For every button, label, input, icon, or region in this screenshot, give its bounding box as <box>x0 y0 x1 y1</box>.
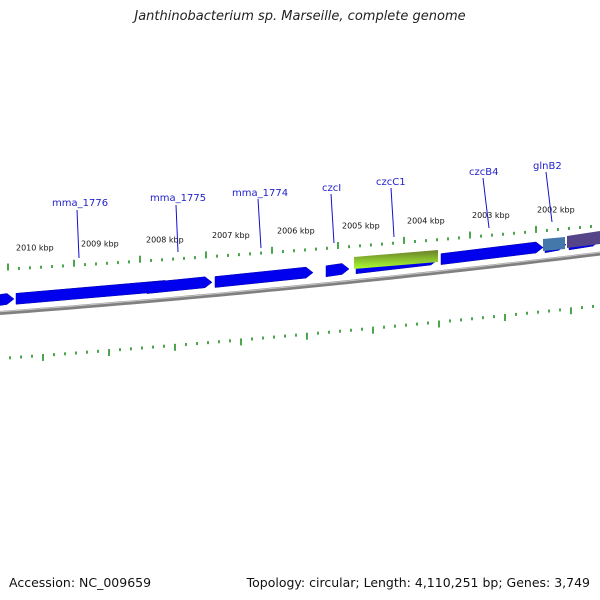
feature-track <box>0 231 600 306</box>
cds-arrow <box>214 266 314 288</box>
cds-arrow <box>325 263 350 278</box>
gene-label: czcB4 <box>469 167 498 178</box>
kbp-label: 2009 kbp <box>81 239 119 248</box>
cds-arrow <box>0 293 15 306</box>
kbp-label: 2005 kbp <box>342 222 380 231</box>
gene-leader-line <box>76 209 80 259</box>
gene-leader-line <box>390 187 395 238</box>
gene-label: czcC1 <box>376 177 406 188</box>
backbone-line <box>0 251 600 315</box>
cds-arrow <box>440 241 544 265</box>
accession-text: Accession: NC_009659 <box>9 575 152 590</box>
gene-leader-line <box>175 204 179 253</box>
cds-arrow <box>146 276 213 294</box>
kbp-label: 2010 kbp <box>16 243 54 252</box>
kbp-label: 2002 kbp <box>537 205 575 214</box>
gene-label: mma_1775 <box>150 193 206 204</box>
kbp-label: 2006 kbp <box>277 226 315 235</box>
gene-labels: mma_1776 mma_1775 mma_1774 czcI czcC1 czcB4 gl… <box>52 161 562 259</box>
gene-label: mma_1776 <box>52 198 108 209</box>
rrna-feature <box>354 250 438 269</box>
kbp-labels: 2010 kbp 2009 kbp 2008 kbp 2007 kbp 2006 kbp… <box>16 205 575 252</box>
gene-label: glnB2 <box>533 161 562 172</box>
gene-leader-line <box>482 177 490 229</box>
map-title: Janthinobacterium sp. Marseille, complet… <box>134 9 466 24</box>
genome-backbone <box>0 251 600 315</box>
gene-leader-line <box>257 198 262 249</box>
kbp-label: 2004 kbp <box>407 216 445 225</box>
gene-label: mma_1774 <box>232 188 288 199</box>
gene-label: czcI <box>322 183 341 194</box>
kbp-label: 2003 kbp <box>472 211 510 220</box>
misc-feature <box>543 237 565 251</box>
gene-leader-line <box>330 193 335 244</box>
tick-ruler-outer <box>7 225 592 271</box>
misc-feature <box>567 231 600 248</box>
gene-leader-line <box>545 171 553 223</box>
tick-ruler-inner <box>9 304 594 361</box>
topology-text: Topology: circular; Length: 4,110,251 bp… <box>246 575 590 590</box>
backbone-highlight <box>0 251 600 313</box>
kbp-label: 2008 kbp <box>146 235 184 244</box>
kbp-label: 2007 kbp <box>212 231 250 240</box>
